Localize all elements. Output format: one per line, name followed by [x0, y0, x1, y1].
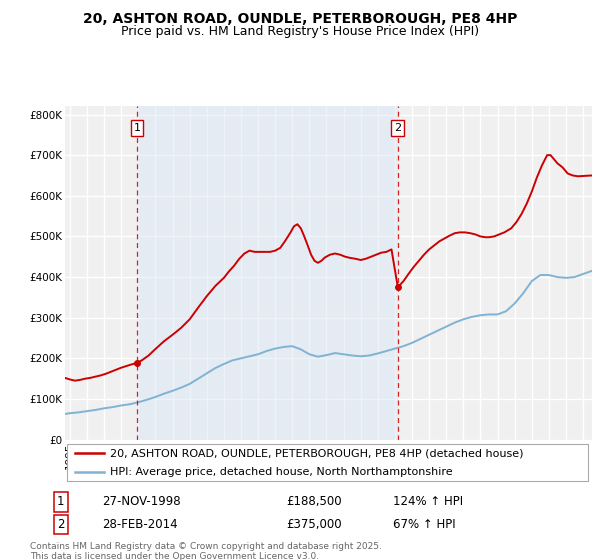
FancyBboxPatch shape [67, 445, 588, 481]
Text: 67% ↑ HPI: 67% ↑ HPI [392, 518, 455, 531]
Text: £375,000: £375,000 [287, 518, 343, 531]
Text: 1: 1 [133, 123, 140, 133]
Text: 124% ↑ HPI: 124% ↑ HPI [392, 496, 463, 508]
Text: 2: 2 [394, 123, 401, 133]
Text: Contains HM Land Registry data © Crown copyright and database right 2025.
This d: Contains HM Land Registry data © Crown c… [30, 542, 382, 560]
Bar [137, 106, 398, 440]
Text: 1: 1 [57, 496, 64, 508]
Text: 20, ASHTON ROAD, OUNDLE, PETERBOROUGH, PE8 4HP: 20, ASHTON ROAD, OUNDLE, PETERBOROUGH, P… [83, 12, 517, 26]
Text: 28-FEB-2014: 28-FEB-2014 [103, 518, 178, 531]
Text: 2: 2 [57, 518, 64, 531]
Text: HPI: Average price, detached house, North Northamptonshire: HPI: Average price, detached house, Nort… [110, 467, 452, 477]
Text: 27-NOV-1998: 27-NOV-1998 [103, 496, 181, 508]
Text: Price paid vs. HM Land Registry's House Price Index (HPI): Price paid vs. HM Land Registry's House … [121, 25, 479, 38]
Text: 20, ASHTON ROAD, OUNDLE, PETERBOROUGH, PE8 4HP (detached house): 20, ASHTON ROAD, OUNDLE, PETERBOROUGH, P… [110, 449, 523, 459]
Text: £188,500: £188,500 [287, 496, 343, 508]
